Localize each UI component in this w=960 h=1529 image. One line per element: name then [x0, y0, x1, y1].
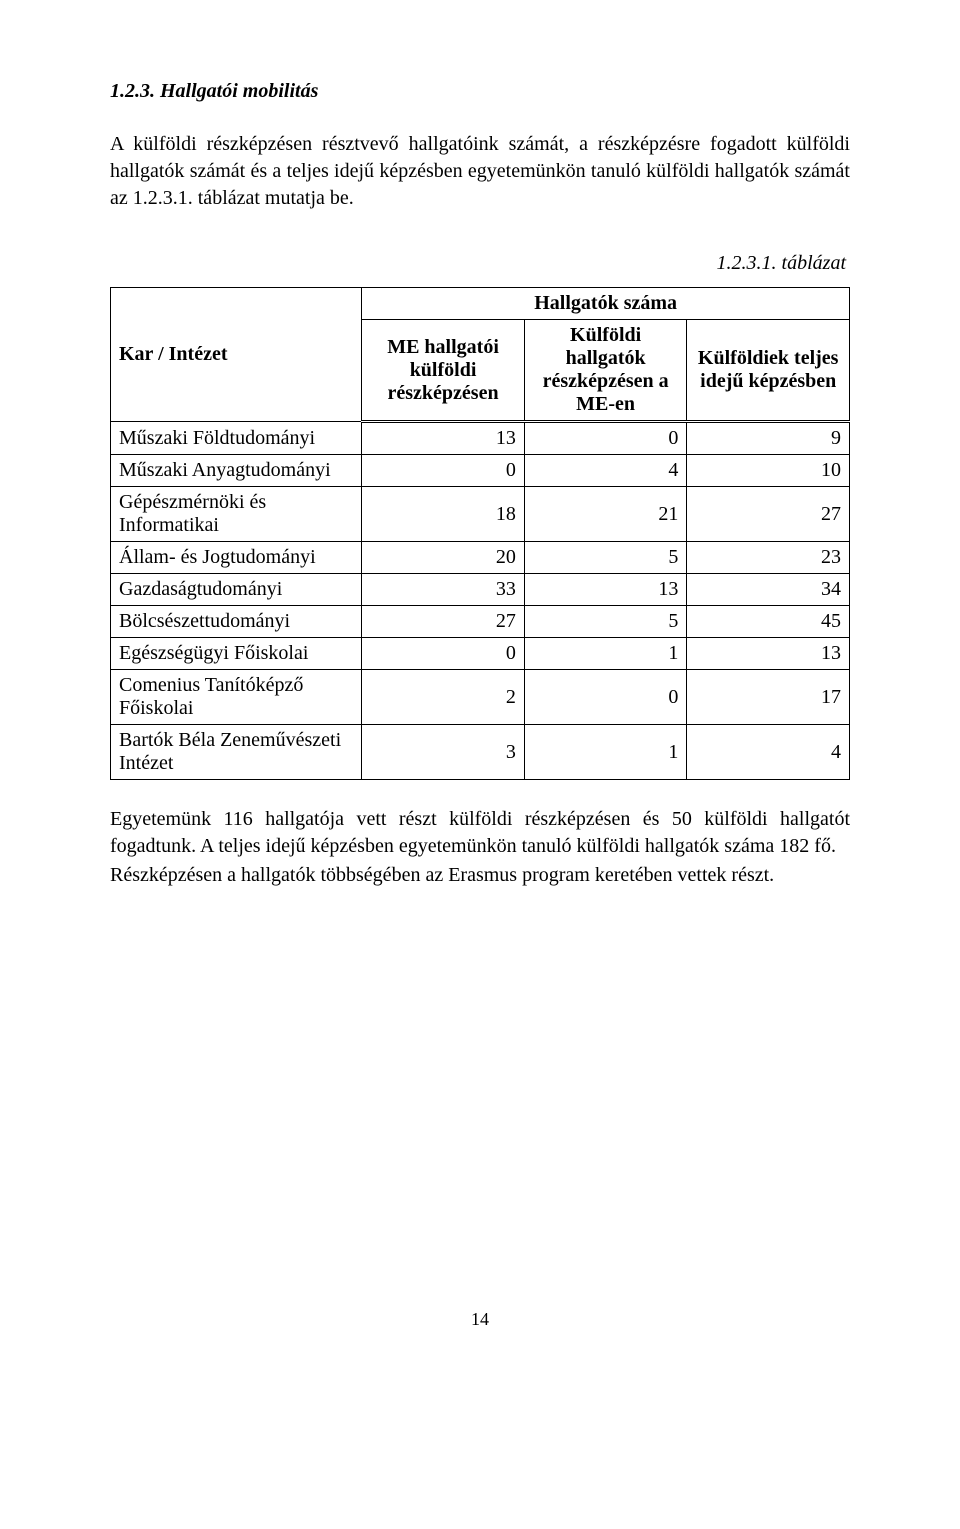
table-row: Állam- és Jogtudományi 20 5 23: [111, 542, 850, 574]
closing-paragraph-2: Részképzésen a hallgatók többségében az …: [110, 862, 850, 889]
table-cell: 13: [524, 574, 687, 606]
table-cell: 23: [687, 542, 850, 574]
table-row: Műszaki Anyagtudományi 0 4 10: [111, 455, 850, 487]
table-header-col3: Külföldiek teljes idejű képzésben: [687, 320, 850, 422]
table-cell: 9: [687, 422, 850, 455]
table-row: Gazdaságtudományi 33 13 34: [111, 574, 850, 606]
table-cell: 5: [524, 606, 687, 638]
table-body: Műszaki Földtudományi 13 0 9 Műszaki Any…: [111, 422, 850, 780]
intro-paragraph: A külföldi részképzésen résztvevő hallga…: [110, 131, 850, 212]
table-header-span: Hallgatók száma: [362, 288, 850, 320]
table-cell-label: Egészségügyi Főiskolai: [111, 638, 362, 670]
table-row: Comenius Tanítóképző Főiskolai 2 0 17: [111, 670, 850, 725]
table-cell: 20: [362, 542, 525, 574]
table-cell: 0: [524, 670, 687, 725]
table-cell-label: Gépészmérnöki és Informatikai: [111, 487, 362, 542]
table-row: Bartók Béla Zeneművészeti Intézet 3 1 4: [111, 725, 850, 780]
table-cell: 27: [362, 606, 525, 638]
table-cell: 4: [687, 725, 850, 780]
table-caption: 1.2.3.1. táblázat: [110, 252, 850, 275]
table-cell: 27: [687, 487, 850, 542]
table-cell: 18: [362, 487, 525, 542]
table-cell: 5: [524, 542, 687, 574]
table-cell-label: Műszaki Földtudományi: [111, 422, 362, 455]
table-cell: 0: [362, 455, 525, 487]
table-cell: 10: [687, 455, 850, 487]
table-cell: 34: [687, 574, 850, 606]
table-cell: 0: [524, 422, 687, 455]
table-row: Egészségügyi Főiskolai 0 1 13: [111, 638, 850, 670]
table-header-col2: Külföldi hallgatók részképzésen a ME-en: [524, 320, 687, 422]
mobility-table: Kar / Intézet Hallgatók száma ME hallgat…: [110, 287, 850, 780]
table-cell-label: Comenius Tanítóképző Főiskolai: [111, 670, 362, 725]
table-cell: 1: [524, 638, 687, 670]
table-cell: 3: [362, 725, 525, 780]
table-cell: 0: [362, 638, 525, 670]
section-heading: 1.2.3. Hallgatói mobilitás: [110, 80, 850, 103]
table-cell-label: Bölcsészettudományi: [111, 606, 362, 638]
table-cell-label: Műszaki Anyagtudományi: [111, 455, 362, 487]
table-cell: 17: [687, 670, 850, 725]
table-cell-label: Bartók Béla Zeneművészeti Intézet: [111, 725, 362, 780]
page-number: 14: [110, 1309, 850, 1330]
table-cell: 33: [362, 574, 525, 606]
table-cell: 4: [524, 455, 687, 487]
table-row: Bölcsészettudományi 27 5 45: [111, 606, 850, 638]
table-header-corner: Kar / Intézet: [111, 288, 362, 422]
table-row: Műszaki Földtudományi 13 0 9: [111, 422, 850, 455]
table-cell: 21: [524, 487, 687, 542]
table-cell: 45: [687, 606, 850, 638]
table-cell-label: Gazdaságtudományi: [111, 574, 362, 606]
table-cell-label: Állam- és Jogtudományi: [111, 542, 362, 574]
table-cell: 13: [687, 638, 850, 670]
table-row: Gépészmérnöki és Informatikai 18 21 27: [111, 487, 850, 542]
table-header-col1: ME hallgatói külföldi részképzésen: [362, 320, 525, 422]
closing-paragraph-1: Egyetemünk 116 hallgatója vett részt kül…: [110, 806, 850, 860]
table-cell: 13: [362, 422, 525, 455]
table-cell: 2: [362, 670, 525, 725]
table-cell: 1: [524, 725, 687, 780]
